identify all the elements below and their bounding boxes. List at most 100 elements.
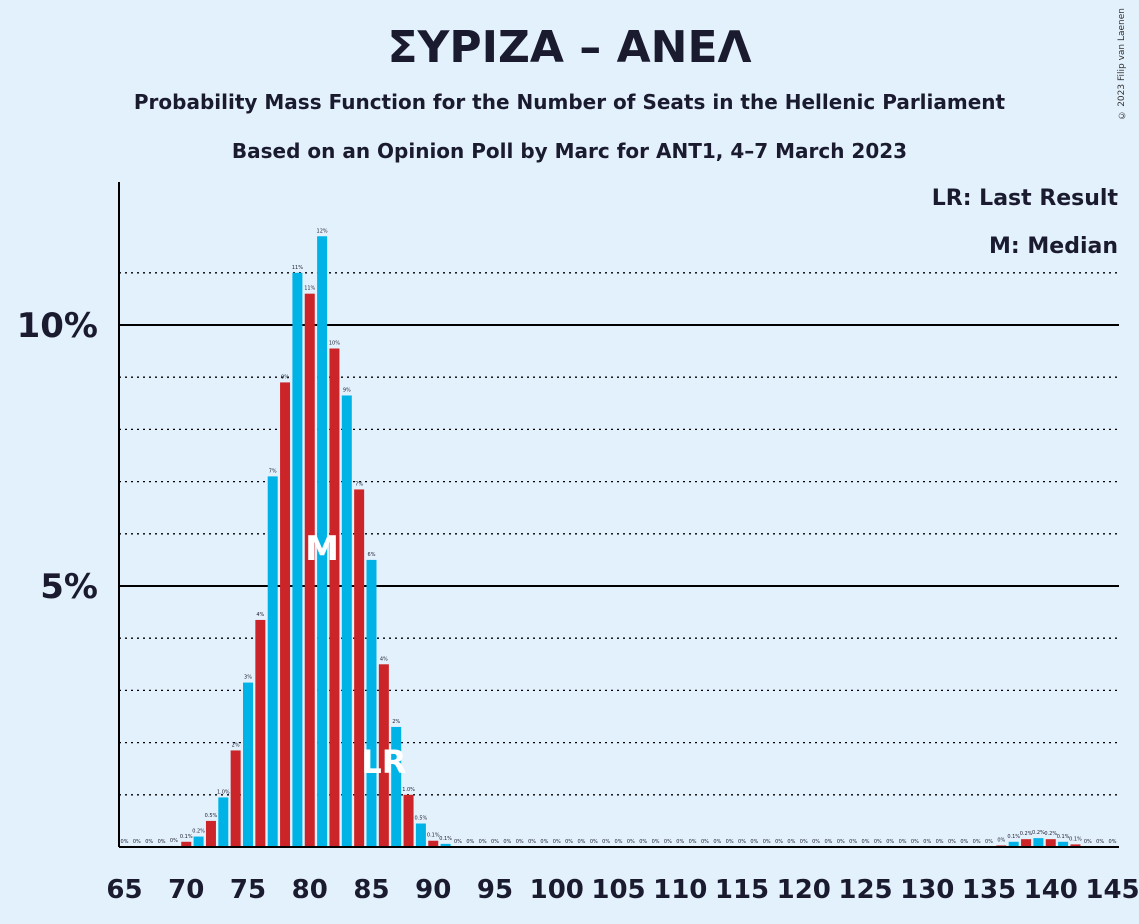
- data-label: 0%: [553, 839, 561, 845]
- bar-seat-139: [1033, 838, 1044, 847]
- data-label: 0%: [874, 839, 882, 845]
- data-label: 0%: [886, 839, 894, 845]
- data-label: 0%: [973, 839, 981, 845]
- data-label: 1.0%: [217, 789, 230, 795]
- data-label: 0%: [787, 839, 795, 845]
- data-label: 0.1%: [427, 833, 440, 839]
- data-label: 0%: [479, 839, 487, 845]
- data-label: 0%: [652, 839, 660, 845]
- bar-seat-90: [428, 840, 439, 847]
- x-tick-label: 65: [106, 875, 142, 905]
- x-tick-label: 120: [777, 875, 831, 905]
- bar-seat-87: [391, 726, 402, 847]
- data-label: 0.1%: [1069, 836, 1082, 842]
- x-tick-label: 100: [530, 875, 584, 905]
- y-tick-label: 5%: [40, 567, 98, 607]
- data-label: 0%: [676, 839, 684, 845]
- data-label: 0%: [763, 839, 771, 845]
- legend-last-result: LR: Last Result: [931, 186, 1118, 211]
- data-label: 0.1%: [1057, 834, 1070, 840]
- data-label: 9%: [343, 387, 351, 393]
- bar-seat-79: [292, 272, 303, 847]
- data-label: 0%: [602, 839, 610, 845]
- x-tick-label: 90: [415, 875, 451, 905]
- data-label: 11%: [304, 286, 315, 292]
- bar-seat-86: [378, 664, 389, 847]
- data-label: 6%: [368, 552, 376, 558]
- x-tick-label: 125: [838, 875, 892, 905]
- data-label: 0%: [960, 839, 968, 845]
- data-label: 0%: [701, 839, 709, 845]
- bar-seat-74: [230, 750, 241, 847]
- data-label: 0%: [911, 839, 919, 845]
- data-label: 0%: [738, 839, 746, 845]
- x-tick-label: 75: [230, 875, 266, 905]
- data-label: 0%: [1096, 839, 1104, 845]
- x-tick-label: 115: [715, 875, 769, 905]
- x-tick-label: 130: [900, 875, 954, 905]
- data-label: 0%: [750, 839, 758, 845]
- bar-seat-141: [1058, 841, 1069, 847]
- x-tick-label: 105: [591, 875, 645, 905]
- data-label: 12%: [317, 228, 328, 234]
- x-tick-label: 110: [653, 875, 707, 905]
- data-label: 0%: [1109, 839, 1117, 845]
- data-label: 0%: [824, 839, 832, 845]
- data-label: 9%: [281, 374, 289, 380]
- x-tick-label: 80: [292, 875, 328, 905]
- data-label: 0%: [800, 839, 808, 845]
- data-label: 0.2%: [1044, 831, 1057, 837]
- bar-seat-73: [218, 797, 229, 847]
- legend-median: M: Median: [989, 234, 1118, 259]
- data-label: 0%: [923, 839, 931, 845]
- data-label: 7%: [355, 481, 363, 487]
- data-label: 0.1%: [439, 836, 452, 842]
- bar-seat-83: [341, 395, 352, 847]
- bar-seat-72: [205, 820, 216, 847]
- bar-seat-142: [1070, 844, 1081, 847]
- chart-title: ΣΥΡΙΖΑ – ΑΝΕΛ: [387, 22, 752, 73]
- data-label: 0%: [936, 839, 944, 845]
- bar-seat-80: [304, 293, 315, 847]
- bar-seat-81: [317, 236, 328, 847]
- data-label: 0%: [170, 838, 178, 844]
- data-label: 0.5%: [415, 816, 428, 822]
- x-tick-label: 95: [477, 875, 513, 905]
- bar-seat-77: [267, 476, 278, 847]
- data-label: 2%: [392, 719, 400, 725]
- data-label: 4%: [256, 612, 264, 618]
- data-label: 0%: [639, 839, 647, 845]
- data-label: 0%: [540, 839, 548, 845]
- bar-seat-85: [366, 559, 377, 847]
- data-label: 0%: [997, 837, 1005, 843]
- data-label: 7%: [269, 468, 277, 474]
- data-label: 0%: [565, 839, 573, 845]
- x-tick-label: 145: [1085, 875, 1139, 905]
- data-label: 0%: [145, 839, 153, 845]
- chart-subtitle: Probability Mass Function for the Number…: [133, 90, 1006, 114]
- bar-seat-91: [440, 843, 451, 847]
- bar-seat-137: [1008, 841, 1019, 847]
- bar-seat-140: [1045, 839, 1056, 847]
- data-label: 10%: [329, 340, 340, 346]
- x-tick-label: 85: [353, 875, 389, 905]
- chart-source-line: Based on an Opinion Poll by Marc for ANT…: [231, 139, 908, 163]
- data-label: 0.2%: [1020, 831, 1033, 837]
- data-label: 0%: [627, 839, 635, 845]
- data-label: 0.1%: [1007, 834, 1020, 840]
- data-label: 0%: [491, 839, 499, 845]
- data-label: 0.5%: [205, 813, 218, 819]
- data-label: 0%: [849, 839, 857, 845]
- data-label: 1.0%: [402, 787, 415, 793]
- data-label: 0%: [899, 839, 907, 845]
- data-label: 0%: [812, 839, 820, 845]
- data-label: 0%: [726, 839, 734, 845]
- data-label: 0%: [837, 839, 845, 845]
- data-label: 0%: [985, 839, 993, 845]
- x-tick-label: 135: [962, 875, 1016, 905]
- data-label: 0.2%: [1032, 830, 1045, 836]
- data-label: 4%: [380, 656, 388, 662]
- data-label: 3%: [244, 675, 252, 681]
- data-label: 11%: [292, 265, 303, 271]
